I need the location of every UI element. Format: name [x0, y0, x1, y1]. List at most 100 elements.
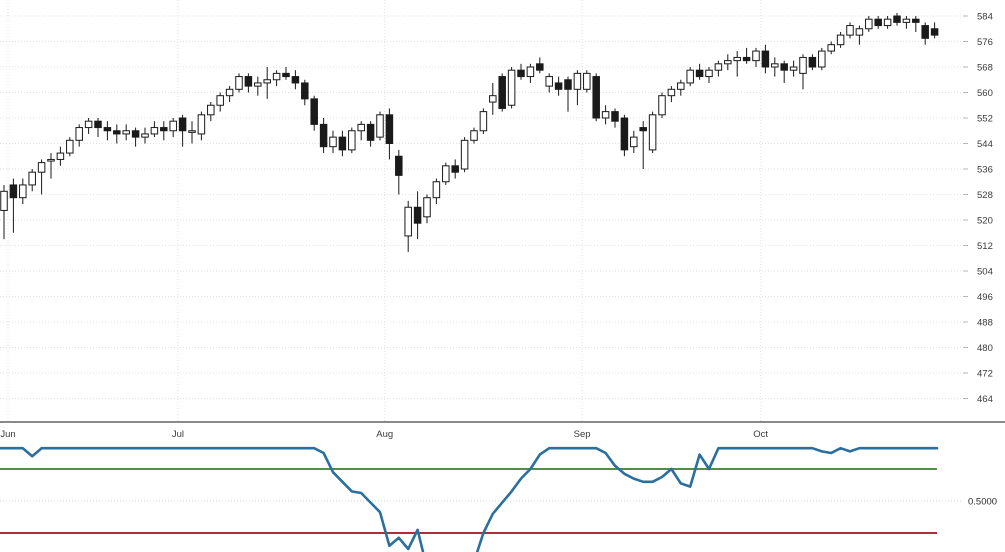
candle-up — [404, 206, 412, 237]
candle-up — [56, 152, 65, 160]
candle-down — [620, 117, 629, 151]
candle-up — [272, 72, 281, 81]
candle-up — [423, 197, 431, 218]
candles-group — [0, 12, 939, 252]
candle-down — [592, 76, 600, 119]
month-label-sep: Sep — [573, 429, 591, 440]
candle-up — [0, 190, 8, 211]
candlestick-price-panel[interactable]: 584 576 568 560 552 544 536 528 520 512 504 496 488 4… — [0, 0, 1005, 421]
candle-down — [639, 127, 647, 132]
price-tick-label: 488 — [977, 318, 993, 329]
oscillator-mid-level-label: 0.5000 — [968, 497, 997, 508]
price-tick-label: 552 — [977, 114, 993, 125]
month-label-jul: Jul — [171, 429, 184, 440]
candle-up — [66, 139, 74, 154]
candle-up — [254, 82, 262, 87]
candle-up — [573, 72, 582, 90]
candle-up — [216, 95, 224, 106]
price-tick-label: 512 — [977, 241, 993, 252]
candle-down — [366, 123, 375, 141]
candle-up — [658, 95, 666, 116]
candle-down — [611, 111, 619, 122]
candle-up — [150, 127, 159, 135]
candle-up — [545, 76, 553, 87]
candle-up — [789, 66, 798, 71]
candle-down — [921, 25, 929, 39]
candle-down — [517, 69, 525, 78]
candle-down — [282, 72, 290, 78]
candle-up — [489, 95, 497, 103]
candle-up — [507, 69, 516, 106]
candle-down — [319, 123, 328, 148]
candle-up — [37, 162, 46, 173]
candle-down — [912, 18, 920, 23]
oscillator-indicator-panel[interactable]: 0.5000 — [0, 443, 1005, 552]
candle-up — [827, 44, 835, 52]
candle-down — [385, 114, 394, 144]
price-tick-label: 536 — [977, 165, 993, 176]
candle-up — [28, 171, 36, 186]
candle-down — [808, 56, 817, 68]
candle-up — [714, 63, 723, 71]
candle-up — [84, 120, 93, 129]
candle-down — [451, 165, 459, 173]
month-label-aug: Aug — [376, 429, 394, 440]
price-tick-label: 528 — [977, 190, 993, 201]
candle-up — [460, 139, 469, 170]
candle-down — [554, 82, 563, 90]
candle-down — [94, 120, 102, 129]
candle-down — [742, 56, 751, 62]
price-tick-label: 560 — [977, 88, 993, 99]
candle-up — [630, 136, 638, 148]
candle-up — [799, 56, 807, 74]
candle-down — [564, 79, 572, 90]
candle-up — [207, 104, 215, 116]
candle-up — [677, 82, 685, 90]
candle-up — [141, 133, 149, 138]
candle-up — [526, 66, 535, 78]
candle-down — [103, 127, 112, 132]
candle-up — [348, 130, 356, 151]
candle-up — [686, 69, 694, 84]
candle-up — [225, 88, 234, 97]
candle-down — [178, 117, 187, 132]
candle-down — [893, 15, 901, 23]
candle-up — [442, 165, 450, 183]
candle-up — [376, 114, 384, 138]
candle-up — [19, 184, 27, 199]
price-tick-label: 504 — [977, 267, 993, 278]
candle-up — [197, 114, 206, 135]
candle-down — [131, 130, 140, 138]
price-tick-label: 464 — [977, 394, 993, 405]
candle-up — [865, 18, 873, 30]
candle-down — [338, 136, 347, 151]
candle-up — [724, 60, 732, 65]
candle-up — [705, 69, 713, 78]
candle-down — [9, 184, 18, 199]
candle-up — [733, 56, 741, 62]
candle-up — [883, 18, 892, 27]
candle-down — [291, 76, 300, 84]
candle-up — [122, 130, 130, 135]
candle-down — [301, 82, 309, 100]
candle-down — [498, 76, 506, 109]
candle-up — [648, 114, 657, 151]
candle-up — [667, 88, 676, 97]
candle-down — [930, 28, 939, 36]
candle-up — [583, 72, 591, 90]
candle-down — [536, 63, 544, 71]
candle-up — [855, 28, 864, 36]
candle-down — [413, 206, 422, 224]
price-tick-label: 568 — [977, 63, 993, 74]
price-tick-label: 584 — [977, 12, 993, 23]
candle-up — [836, 34, 845, 46]
candle-up — [479, 111, 488, 132]
price-tick-label: 480 — [977, 343, 993, 354]
price-tick-label: 544 — [977, 139, 993, 150]
candle-down — [395, 155, 403, 176]
oscillator-line — [0, 446, 939, 552]
candle-up — [188, 130, 196, 133]
candle-up — [169, 120, 177, 132]
candle-down — [160, 127, 168, 132]
